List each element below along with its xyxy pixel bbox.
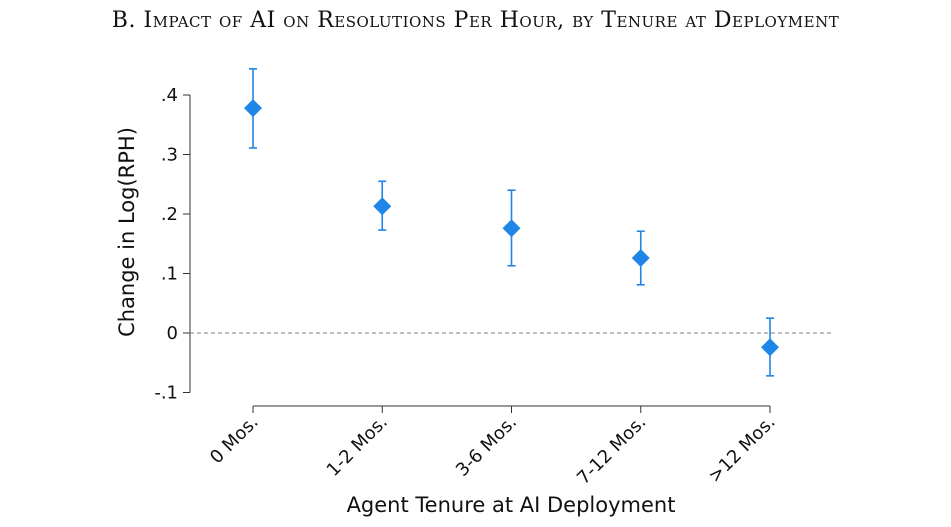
point-marker — [244, 99, 262, 118]
x-tick-label: 7-12 Mos. — [573, 412, 650, 489]
data-marks — [244, 68, 779, 377]
x-tick-label: 3-6 Mos. — [452, 412, 521, 481]
y-tick-label: 0 — [167, 323, 178, 344]
y-tick-label: .1 — [161, 264, 178, 285]
point-marker — [761, 338, 779, 357]
point-marker — [631, 249, 650, 268]
y-tick-label: .2 — [161, 204, 178, 225]
x-axis: 0 Mos. 1-2 Mos. 3-6 Mos. 7-12 Mos. >12 Mos. — [206, 405, 780, 489]
point-marker — [502, 219, 521, 238]
y-axis: -.1 0 .1 .2 .3 .4 — [154, 85, 191, 404]
y-axis-title: Change in Log(RPH) — [115, 127, 139, 337]
point-marker — [373, 197, 392, 216]
x-tick-label: 1-2 Mos. — [323, 412, 392, 481]
chart-title: B. Impact of AI on Resolutions Per Hour,… — [111, 8, 840, 33]
x-axis-title: Agent Tenure at AI Deployment — [347, 493, 676, 517]
y-tick-label: .3 — [161, 145, 178, 166]
y-tick-label: -.1 — [154, 383, 178, 404]
x-tick-label: 0 Mos. — [206, 412, 262, 468]
y-tick-label: .4 — [161, 85, 178, 106]
x-tick-label: >12 Mos. — [704, 412, 779, 487]
